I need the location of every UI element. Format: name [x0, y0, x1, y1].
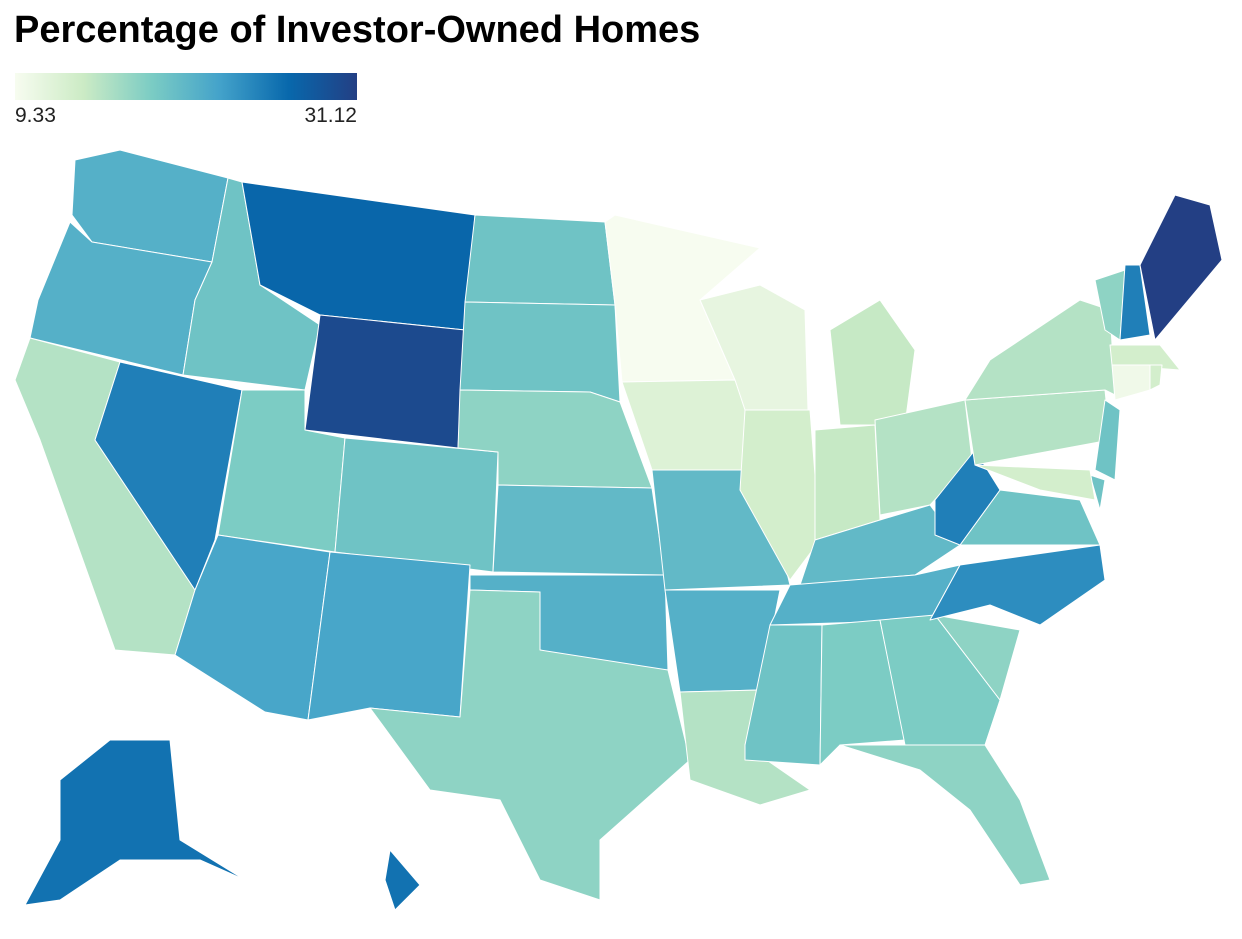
state [964, 299, 1116, 401]
state [384, 849, 421, 911]
state [492, 484, 666, 576]
state [929, 544, 1106, 626]
state [839, 744, 1051, 886]
state [369, 589, 691, 901]
state [1119, 264, 1151, 341]
states [14, 149, 1223, 911]
state [1149, 364, 1163, 391]
state [964, 389, 1111, 466]
state [829, 299, 916, 426]
state [934, 449, 1001, 546]
state [974, 464, 1096, 501]
state [739, 409, 821, 581]
colorbar [15, 73, 357, 100]
state [934, 614, 1021, 701]
state [459, 301, 621, 403]
colorbar-max: 31.12 [304, 104, 357, 127]
state [307, 551, 471, 721]
state [879, 614, 1001, 746]
state [1089, 474, 1106, 511]
state [819, 619, 906, 766]
state [464, 214, 616, 306]
state [24, 739, 246, 906]
state [1139, 194, 1223, 341]
state [1109, 344, 1181, 371]
state [1111, 364, 1151, 401]
chart-title: Percentage of Investor-Owned Homes [14, 9, 700, 51]
state [744, 624, 823, 766]
state [304, 314, 466, 449]
state [334, 437, 499, 573]
colorbar-min: 9.33 [15, 104, 56, 127]
state [1094, 399, 1121, 481]
